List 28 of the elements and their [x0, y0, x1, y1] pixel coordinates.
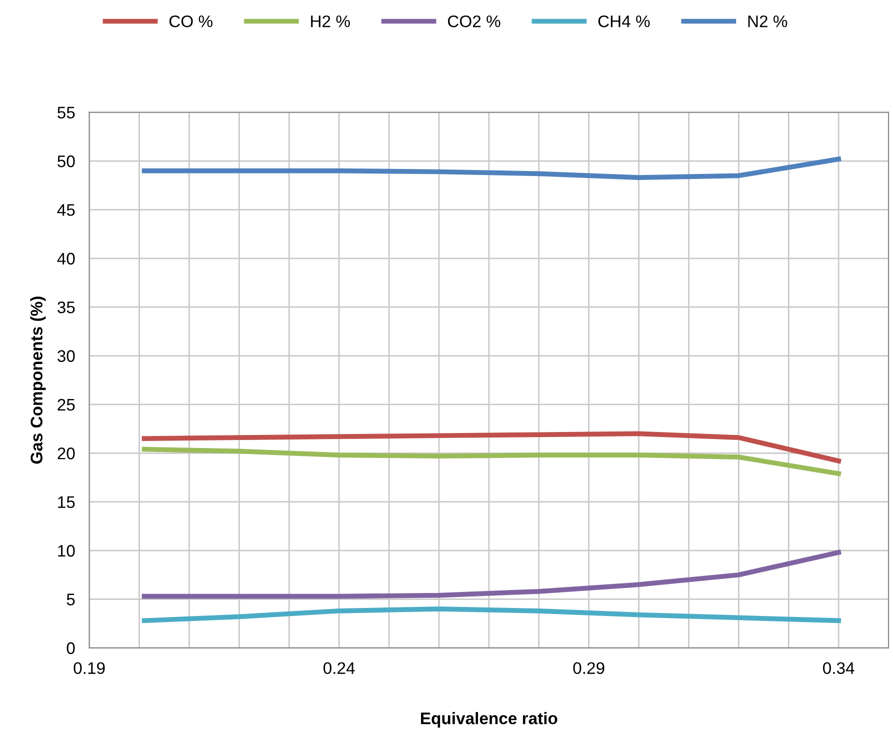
- y-tick-label: 50: [58, 155, 75, 168]
- y-tick-label: 55: [58, 106, 75, 119]
- y-tick-label: 20: [58, 448, 75, 460]
- y-tick-label: 25: [58, 398, 75, 411]
- y-tick-label: 30: [58, 350, 75, 362]
- line-series: [142, 550, 842, 599]
- x-tick-label: 0.29: [573, 662, 604, 674]
- x-tick-label: 0.24: [323, 662, 355, 674]
- line-series: [142, 446, 842, 476]
- line-series: [142, 431, 842, 464]
- legend-label: H2 %: [311, 15, 350, 28]
- y-tick-label: 40: [57, 252, 75, 265]
- y-axis-title: Gas Components (%): [30, 296, 46, 464]
- legend-label: CH4 %: [598, 15, 650, 28]
- legend-label: CO %: [169, 15, 212, 28]
- y-tick-label: 35: [58, 301, 75, 314]
- y-tick-label: 0: [66, 642, 75, 654]
- line-series: [142, 606, 842, 624]
- y-tick-label: 15: [58, 496, 75, 508]
- x-tick-label: 0.19: [74, 662, 105, 674]
- line-series: [142, 156, 842, 180]
- legend-label: CO2 %: [448, 15, 500, 28]
- y-tick-label: 5: [66, 594, 75, 606]
- y-tick-label: 10: [58, 544, 75, 557]
- y-tick-label: 45: [57, 204, 75, 216]
- x-axis-title: Equivalence ratio: [421, 712, 558, 728]
- x-tick-label: 0.34: [823, 662, 854, 674]
- legend-label: N2 %: [748, 15, 788, 28]
